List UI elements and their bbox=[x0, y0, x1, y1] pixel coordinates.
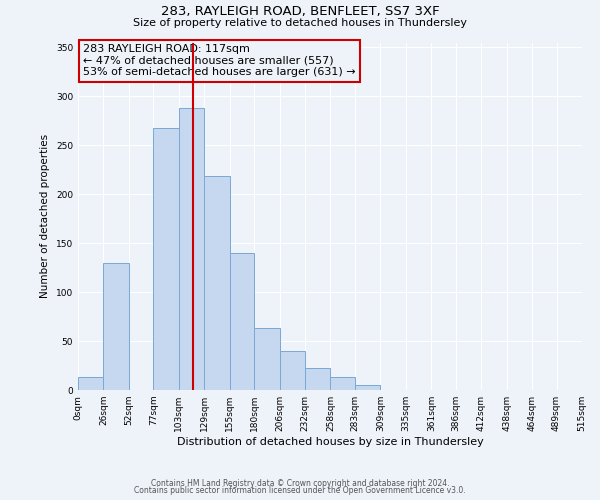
Bar bbox=[154, 128, 179, 390]
Text: 283 RAYLEIGH ROAD: 117sqm
← 47% of detached houses are smaller (557)
53% of semi: 283 RAYLEIGH ROAD: 117sqm ← 47% of detac… bbox=[83, 44, 356, 78]
Bar bbox=[230, 253, 254, 390]
Text: Contains HM Land Registry data © Crown copyright and database right 2024.: Contains HM Land Registry data © Crown c… bbox=[151, 478, 449, 488]
Bar bbox=[78, 378, 103, 390]
Y-axis label: Number of detached properties: Number of detached properties bbox=[40, 134, 50, 298]
Text: 283, RAYLEIGH ROAD, BENFLEET, SS7 3XF: 283, RAYLEIGH ROAD, BENFLEET, SS7 3XF bbox=[161, 5, 439, 18]
Bar bbox=[103, 262, 129, 390]
Bar bbox=[204, 176, 230, 390]
Bar bbox=[254, 328, 280, 390]
Bar bbox=[179, 108, 204, 390]
Text: Contains public sector information licensed under the Open Government Licence v3: Contains public sector information licen… bbox=[134, 486, 466, 495]
Bar bbox=[280, 351, 305, 390]
Bar bbox=[305, 368, 331, 390]
Bar bbox=[355, 385, 380, 390]
Bar bbox=[331, 378, 355, 390]
Text: Size of property relative to detached houses in Thundersley: Size of property relative to detached ho… bbox=[133, 18, 467, 28]
X-axis label: Distribution of detached houses by size in Thundersley: Distribution of detached houses by size … bbox=[176, 437, 484, 447]
